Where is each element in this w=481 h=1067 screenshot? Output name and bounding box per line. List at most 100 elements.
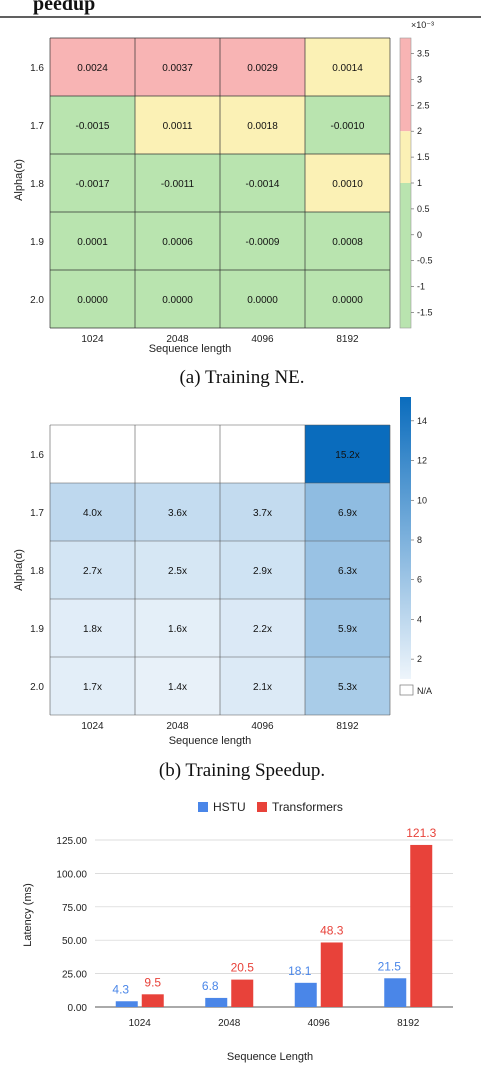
heatmap-b-cell [220,425,305,483]
heatmap-a-colorbar-tick: 3.5 [417,49,430,59]
heatmap-a-cell [305,96,390,154]
heatmap-a-colorbar-tick: 0.5 [417,204,430,214]
heatmap-a-x-tick: 8192 [336,334,359,345]
heatmap-b-cell [305,425,390,483]
heatmap-a-cell-label: 0.0000 [247,295,278,306]
heatmap-a-cell [50,96,135,154]
heatmap-b-colorbar-tick: 10 [417,495,427,505]
heatmap-b-colorbar-tick: 12 [417,456,427,466]
heatmap-a-cell [135,154,220,212]
heatmap-b-cell [305,483,390,541]
bar-y-tick: 50.00 [62,936,87,947]
heatmap-b-cell-label: 1.8x [83,624,102,635]
heatmap-a-colorbar-tick: 2.5 [417,100,430,110]
heatmap-a-colorbar-tick: 2 [417,126,422,136]
bar-hstu-label: 6.8 [202,979,219,993]
heatmap-a-cell [50,270,135,328]
heatmap-b-colorbar-tick: 4 [417,614,422,624]
heatmap-b-x-label: Sequence length [169,735,252,747]
heatmap-b-y-tick: 1.6 [30,450,44,461]
heatmap-a-colorbar-tick: 1 [417,178,422,188]
bar-y-tick: 25.00 [62,970,87,981]
heatmap-a-colorbar-band [400,183,411,328]
bar-x-tick: 8192 [397,1018,420,1029]
heatmap-b-cell [135,541,220,599]
heatmap-b-colorbar-tick: 14 [417,416,427,426]
bar-hstu [294,982,317,1007]
heatmap-b-cell [305,541,390,599]
heatmap-a-y-tick: 1.7 [30,121,44,132]
heatmap-a-cell-label: -0.0017 [76,179,110,190]
heatmap-a-cell-label: 0.0008 [332,237,363,248]
heatmap-b-cells: 15.2x 4.0x 3.6x 3.7x 6.9x 2.7x 2.5x 2.9x 6.3x 1.8… [50,425,390,715]
bar-transformers-label: 121.3 [406,826,436,840]
legend-swatch-transformers [257,802,267,812]
heatmap-b-colorbar-tick: 8 [417,535,422,545]
heatmap-a-x-tick: 2048 [166,334,189,345]
heatmap-b-cell [305,657,390,715]
heatmap-a-cell [305,212,390,270]
heatmap-a-colorbar-tick: -0.5 [417,256,433,266]
heatmap-a-cell [135,270,220,328]
bar-x-ticks: 1024 2048 4096 8192 [129,1018,420,1029]
heatmap-a-cell-label: 0.0037 [162,63,193,74]
heatmap-b-y-tick: 2.0 [30,682,44,693]
heatmap-b-y-tick: 1.7 [30,508,44,519]
heatmap-a-colorbar-band [400,38,411,132]
bar-hstu-label: 21.5 [378,959,402,973]
heatmap-a-colorbar: 3.5 3 2.5 2 1.5 1 0.5 0 -0.5 -1 -1.5 [399,37,433,329]
heatmap-a-x-label: Sequence length [149,343,232,355]
heatmap-a-cell [135,96,220,154]
heatmap-a-cell-label: -0.0009 [246,237,280,248]
heatmap-b-x-tick: 4096 [251,721,274,732]
heatmap-b-cell [135,483,220,541]
bar-transformers-label: 20.5 [231,961,255,975]
heatmap-a-cell-label: -0.0014 [246,179,280,190]
bar-legend: HSTU Transformers [198,800,343,814]
heatmap-b-x-tick: 8192 [336,721,359,732]
heatmap-a-cell-label: 0.0014 [332,63,363,74]
bar-transformers-label: 48.3 [320,923,344,937]
heatmap-a-cell-label: 0.0001 [77,237,108,248]
heatmap-a-cell-label: 0.0000 [77,295,108,306]
bar-hstu-label: 18.1 [288,964,312,978]
bar-y-tick: 0.00 [68,1003,88,1014]
heatmap-b-na-swatch [399,684,414,696]
heatmap-b-cell-label: 3.7x [253,508,272,519]
legend-label-hstu: HSTU [213,800,246,814]
bar-x-label: Sequence Length [227,1051,313,1063]
heatmap-training-speedup: 15.2x 4.0x 3.6x 3.7x 6.9x 2.7x 2.5x 2.9x 6.3x 1.8… [13,397,432,781]
heatmap-b-colorbar: 14 12 10 8 6 4 2 N/A [399,397,432,696]
heatmap-a-y-label: Alpha(α) [13,159,25,201]
heatmap-b-cell-label: 6.9x [338,508,357,519]
bar-transformers [410,844,433,1007]
bar-y-tick: 125.00 [56,836,87,847]
heatmap-b-x-ticks: 1024 2048 4096 8192 [81,721,359,732]
heatmap-training-ne: 0.0024 0.0037 0.0029 0.0014 -0.0015 0.0011 0.0… [13,20,434,388]
bar-y-tick: 75.00 [62,903,87,914]
heatmap-b-cell [305,599,390,657]
heatmap-b-cell [135,657,220,715]
heatmap-a-y-ticks: 1.6 1.7 1.8 1.9 2.0 [30,63,44,306]
heatmap-a-cell [220,154,305,212]
heatmap-a-colorbar-band [400,131,411,183]
heatmap-b-cell-label: 4.0x [83,508,102,519]
heatmap-b-y-ticks: 1.6 1.7 1.8 1.9 2.0 [30,450,44,693]
heatmap-a-cell [220,212,305,270]
heatmap-b-cell-label: 1.4x [168,682,187,693]
heatmap-b-cell-label: 2.7x [83,566,102,577]
heatmap-b-cell [135,425,220,483]
heatmap-b-cell-label: 3.6x [168,508,187,519]
heatmap-b-cell-label: 5.3x [338,682,357,693]
heatmap-a-cell-label: 0.0000 [332,295,363,306]
heatmap-b-cell-label: 5.9x [338,624,357,635]
heatmap-a-cell-label: -0.0015 [76,121,110,132]
heatmap-b-cell-label: 1.7x [83,682,102,693]
bar-x-tick: 1024 [129,1018,152,1029]
heatmap-a-x-tick: 1024 [81,334,104,345]
heatmap-a-cell [50,212,135,270]
heatmap-a-cell-label: 0.0000 [162,295,193,306]
heatmap-b-cell [220,657,305,715]
heatmap-a-cell [305,270,390,328]
heatmap-b-cell-label: 2.9x [253,566,272,577]
